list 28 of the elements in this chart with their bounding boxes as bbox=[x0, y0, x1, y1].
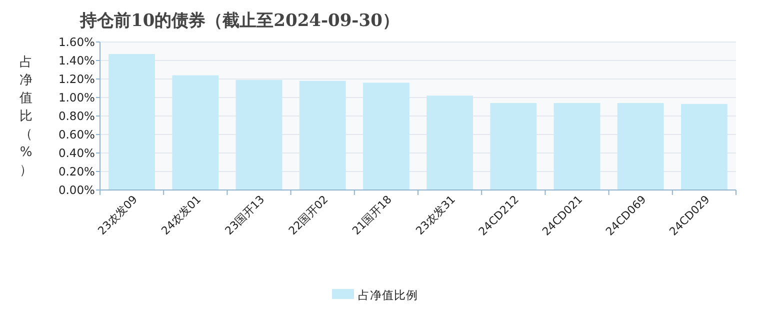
bar bbox=[236, 80, 282, 190]
y-tick-label: 0.00% bbox=[58, 183, 96, 197]
x-tick-label: 24农发01 bbox=[158, 192, 204, 238]
bar bbox=[680, 104, 728, 190]
bar bbox=[554, 103, 600, 190]
bar bbox=[426, 96, 474, 190]
bar bbox=[172, 75, 219, 190]
legend-label: 占净值比例 bbox=[358, 288, 418, 302]
y-tick-label: 0.80% bbox=[58, 109, 96, 123]
y-tick-label: 1.00% bbox=[58, 90, 96, 104]
bar bbox=[490, 103, 537, 190]
bar bbox=[108, 54, 156, 190]
bar bbox=[299, 80, 346, 190]
y-axis-title: 占净值比（%） bbox=[20, 55, 32, 178]
y-tick-label: 0.40% bbox=[58, 146, 96, 160]
x-tick-label: 21国开18 bbox=[350, 192, 394, 238]
x-tick-label: 23国开13 bbox=[222, 192, 268, 238]
bar bbox=[362, 82, 410, 190]
x-tick-label: 23农发09 bbox=[95, 192, 140, 238]
x-tick-label: 23农发31 bbox=[413, 192, 458, 238]
y-tick-label: 1.20% bbox=[58, 72, 96, 86]
y-tick-label: 0.60% bbox=[58, 128, 96, 142]
x-tick-label: 22国开02 bbox=[286, 192, 331, 238]
bar bbox=[617, 103, 664, 190]
chart-title: 持仓前10的债券（截止至2024-09-30） bbox=[79, 11, 400, 31]
y-tick-label: 1.40% bbox=[58, 54, 96, 68]
y-tick-label: 1.60% bbox=[58, 35, 96, 49]
y-tick-label: 0.20% bbox=[58, 164, 96, 178]
